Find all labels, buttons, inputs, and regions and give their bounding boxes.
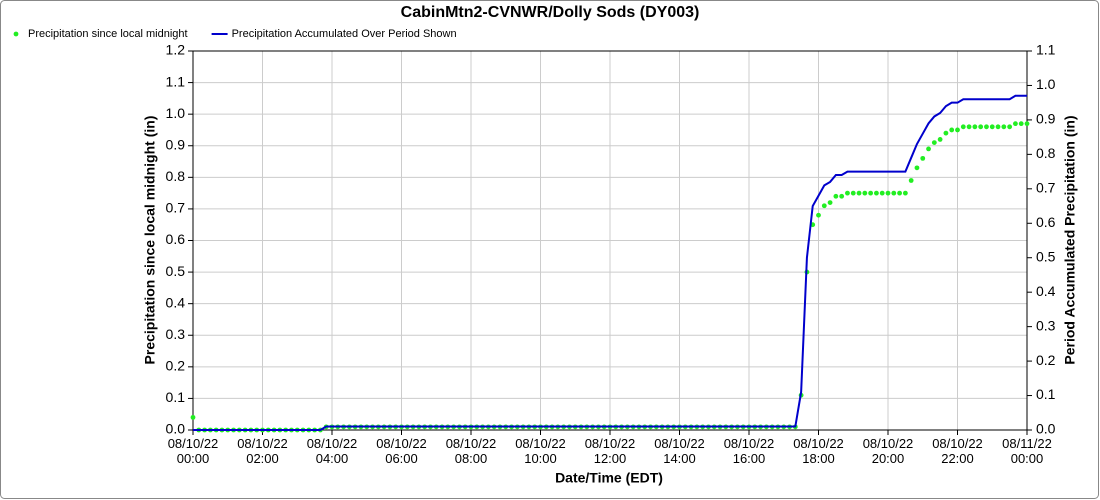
- x-tick-label: 08/10/22 04:00: [306, 436, 358, 466]
- y2-tick-label: 0.9: [1036, 111, 1056, 127]
- y-tick-label: 0.7: [166, 200, 186, 216]
- data-point: [908, 178, 914, 183]
- y-tick-label: 0.9: [166, 136, 186, 152]
- data-point: [1001, 124, 1007, 130]
- x-tick-label: 08/10/22 18:00: [793, 436, 844, 466]
- plot-border: [192, 50, 1028, 431]
- y2-tick-label: 0.7: [1036, 180, 1056, 196]
- y2-tick-label: 0.8: [1036, 145, 1056, 161]
- y2-tick-label: 0.2: [1036, 352, 1056, 368]
- y2-tick-label: 0.3: [1036, 317, 1056, 333]
- y2-tick-label: 0.4: [1036, 283, 1056, 299]
- legend-label: Precipitation since local midnight: [28, 28, 188, 40]
- y2-tick-label: 1.1: [1036, 42, 1056, 58]
- x-axis-title: Date/Time (EDT): [555, 470, 663, 486]
- y-tick-label: 1.1: [166, 73, 186, 89]
- data-point: [845, 190, 850, 196]
- data-line: [193, 94, 1027, 431]
- data-point: [914, 165, 920, 171]
- y2-tick-label: 0.1: [1036, 386, 1056, 402]
- data-point: [868, 190, 874, 196]
- data-point: [897, 190, 902, 196]
- data-point: [821, 203, 827, 209]
- data-point: [827, 200, 833, 206]
- y-axis-title: Precipitation since local midnight (in): [142, 116, 158, 365]
- data-point: [1007, 124, 1013, 130]
- data-point: [850, 190, 856, 196]
- x-tick-label: 08/10/22 02:00: [237, 436, 288, 466]
- data-point: [891, 190, 897, 196]
- y2-tick-label: 0.6: [1036, 214, 1056, 230]
- y-tick-label: 0.0: [166, 421, 186, 437]
- x-tick-label: 08/11/22 00:00: [1002, 436, 1052, 466]
- y-tick-label: 0.5: [166, 263, 186, 279]
- data-point: [949, 127, 955, 133]
- y-tick-label: 0.8: [166, 168, 186, 184]
- x-tick-label: 08/10/22 14:00: [654, 436, 705, 466]
- legend-marker: [13, 31, 19, 37]
- data-point: [966, 124, 972, 130]
- x-tick-label: 08/10/22 08:00: [445, 436, 497, 466]
- x-tick-label: 08/10/22 16:00: [723, 436, 775, 466]
- data-point: [879, 190, 885, 196]
- data-point: [902, 190, 908, 196]
- data-point: [926, 146, 931, 152]
- y-tick-label: 0.1: [166, 389, 186, 405]
- y-tick-label: 0.6: [166, 231, 186, 247]
- data-point: [1018, 121, 1024, 127]
- y2-axis-title: Period Accumulated Precipitation (in): [1062, 115, 1078, 364]
- data-point: [931, 140, 937, 145]
- data-point: [1013, 121, 1018, 127]
- y-tick-label: 0.3: [166, 326, 186, 342]
- data-point: [920, 155, 926, 161]
- y2-tick-label: 0.5: [1036, 248, 1056, 264]
- y-tick-label: 0.4: [166, 294, 186, 310]
- x-tick-label: 08/10/22 20:00: [862, 436, 914, 466]
- y-tick-label: 1.0: [166, 105, 186, 121]
- data-point: [972, 124, 978, 130]
- data-point: [937, 137, 943, 142]
- data-point: [995, 124, 1001, 130]
- data-point: [816, 212, 821, 218]
- data-point: [885, 190, 891, 196]
- x-tick-label: 08/10/22 12:00: [584, 436, 636, 466]
- data-point: [856, 190, 862, 196]
- data-point: [955, 127, 960, 133]
- data-point: [862, 190, 868, 196]
- data-point: [1024, 121, 1030, 127]
- data-point: [978, 124, 984, 130]
- data-point: [833, 193, 839, 199]
- data-point: [943, 130, 949, 136]
- chart-title: CabinMtn2-CVNWR/Dolly Sods (DY003): [401, 4, 700, 21]
- data-point: [960, 124, 966, 130]
- data-point: [839, 193, 845, 199]
- x-tick-label: 08/10/22 00:00: [167, 436, 219, 466]
- x-tick-label: 08/10/22 10:00: [515, 436, 566, 466]
- y-tick-label: 0.2: [166, 358, 186, 374]
- y2-tick-label: 0.0: [1036, 421, 1056, 437]
- y2-tick-label: 1.0: [1036, 76, 1056, 92]
- data-point: [874, 190, 879, 196]
- x-tick-label: 08/10/22 06:00: [376, 436, 427, 466]
- data-point: [989, 124, 995, 130]
- x-tick-label: 08/10/22 22:00: [932, 436, 983, 466]
- data-point: [190, 414, 196, 420]
- legend-label: Precipitation Accumulated Over Period Sh…: [232, 28, 457, 40]
- y-tick-label: 1.2: [166, 42, 186, 58]
- data-point: [984, 124, 989, 130]
